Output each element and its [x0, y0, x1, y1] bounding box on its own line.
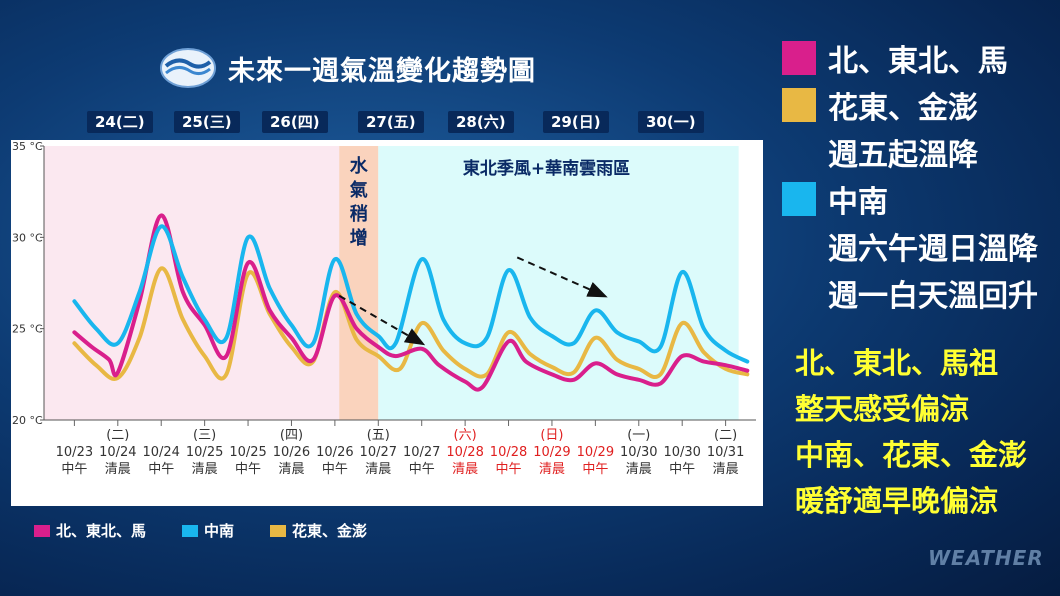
- x-time-label: 清晨: [278, 462, 304, 477]
- y-tick-label: 20 °C: [12, 414, 43, 427]
- title-area: 未來一週氣溫變化趨勢圖: [160, 46, 536, 90]
- cwb-logo-icon: [160, 48, 216, 88]
- x-time-label: 中午: [148, 462, 174, 477]
- region-note: 週六午週日溫降: [782, 222, 1060, 269]
- x-time-label: 清晨: [192, 462, 218, 477]
- region-note: 週五起溫降: [782, 128, 1060, 175]
- watermark: WEATHER: [928, 546, 1044, 570]
- note-text: 週六午週日溫降: [828, 231, 1038, 267]
- day-tag: 28(六): [448, 111, 514, 133]
- region-note: 週一白天溫回升: [782, 269, 1060, 316]
- region-note: 中南: [782, 175, 1060, 222]
- trend-arrow: [516, 256, 608, 298]
- note-text: 週一白天溫回升: [828, 278, 1038, 314]
- legend-item: 北、東北、馬: [34, 520, 146, 541]
- x-weekday-label: (五): [367, 428, 390, 443]
- y-tick-label: 30 °C: [12, 231, 43, 244]
- day-tag: 27(五): [358, 111, 424, 133]
- x-date-label: 10/29: [577, 445, 614, 460]
- note-swatch: [782, 181, 816, 216]
- legend-item: 花東、金澎: [270, 520, 367, 541]
- x-weekday-label: (三): [193, 428, 216, 443]
- x-weekday-label: (二): [106, 428, 129, 443]
- x-date-label: 10/27: [360, 445, 397, 460]
- note-text: 週五起溫降: [828, 137, 978, 173]
- legend-label: 中南: [204, 522, 235, 540]
- legend-swatch: [34, 524, 50, 537]
- x-date-label: 10/25: [186, 445, 223, 460]
- x-time-label: 中午: [582, 462, 608, 477]
- region-band: [44, 146, 340, 420]
- x-date-label: 10/25: [229, 445, 266, 460]
- note-swatch: [782, 40, 816, 75]
- x-date-label: 10/31: [707, 445, 744, 460]
- x-date-label: 10/30: [620, 445, 657, 460]
- legend-item: 中南: [182, 520, 234, 541]
- x-time-label: 中午: [235, 462, 261, 477]
- x-time-label: 清晨: [452, 462, 478, 477]
- x-date-label: 10/26: [316, 445, 353, 460]
- region-label-char: 稍: [350, 203, 368, 225]
- x-date-label: 10/30: [663, 445, 700, 460]
- x-date-label: 10/27: [403, 445, 440, 460]
- note-text: 北、東北、馬: [828, 43, 1008, 79]
- summary-line: 中南、花東、金澎: [795, 438, 1028, 472]
- region-note: 花東、金澎: [782, 81, 1060, 128]
- x-date-label: 10/29: [533, 445, 570, 460]
- legend-swatch: [270, 524, 287, 537]
- x-time-label: 清晨: [105, 462, 131, 477]
- region-note: 北、東北、馬: [782, 34, 1060, 81]
- note-text: 中南: [828, 184, 888, 220]
- x-time-label: 清晨: [539, 462, 565, 477]
- region-label-char: 增: [350, 227, 368, 249]
- series-line-north: [72, 213, 750, 392]
- x-weekday-label: (日): [540, 428, 563, 443]
- region-label-char: 氣: [350, 179, 368, 201]
- series-line-east: [72, 266, 750, 381]
- x-date-label: 10/28: [490, 445, 527, 460]
- day-tag: 25(三): [174, 111, 240, 133]
- day-tag: 30(一): [638, 111, 704, 133]
- x-time-label: 中午: [409, 462, 435, 477]
- x-weekday-label: (一): [627, 428, 650, 443]
- note-text: 花東、金澎: [828, 90, 978, 126]
- x-date-label: 10/26: [273, 445, 310, 460]
- day-tag: 24(二): [87, 111, 153, 133]
- x-time-label: 中午: [669, 462, 695, 477]
- x-time-label: 中午: [496, 462, 522, 477]
- chart-legend: 北、東北、馬 中南 花東、金澎: [34, 520, 403, 541]
- region-label: 東北季風+華南雲雨區: [463, 158, 630, 179]
- x-time-label: 中午: [322, 462, 348, 477]
- summary-line: 整天感受偏涼: [795, 392, 970, 426]
- x-time-label: 清晨: [626, 462, 652, 477]
- summary-notes: 北、東北、馬祖 整天感受偏涼中南、花東、金澎 暖舒適早晚偏涼: [795, 340, 1060, 524]
- note-swatch: [782, 87, 816, 122]
- day-tag: 26(四): [262, 111, 328, 133]
- legend-label: 花東、金澎: [292, 522, 368, 540]
- y-tick-label: 25 °C: [12, 323, 43, 336]
- x-weekday-label: (六): [454, 428, 477, 443]
- y-tick-label: 35 °C: [12, 140, 43, 153]
- x-date-label: 10/28: [446, 445, 483, 460]
- x-time-label: 清晨: [713, 462, 739, 477]
- legend-label: 北、東北、馬: [56, 522, 147, 540]
- summary-line: 北、東北、馬祖: [795, 346, 999, 380]
- trend-arrow: [338, 294, 426, 346]
- day-tag: 29(日): [543, 111, 609, 133]
- legend-swatch: [182, 524, 199, 537]
- x-date-label: 10/23: [56, 445, 93, 460]
- summary-line: 暖舒適早晚偏涼: [795, 484, 999, 518]
- x-weekday-label: (四): [280, 428, 303, 443]
- x-time-label: 中午: [61, 462, 87, 477]
- x-date-label: 10/24: [99, 445, 136, 460]
- region-notes: 北、東北、馬 花東、金澎週五起溫降中南週六午週日溫降 週一白天溫回升: [782, 34, 1060, 316]
- x-weekday-label: (二): [714, 428, 737, 443]
- series-line-central-south: [72, 224, 750, 364]
- region-label-char: 水: [350, 155, 369, 177]
- chart-title: 未來一週氣溫變化趨勢圖: [228, 55, 536, 87]
- x-date-label: 10/24: [142, 445, 179, 460]
- x-time-label: 清晨: [365, 462, 391, 477]
